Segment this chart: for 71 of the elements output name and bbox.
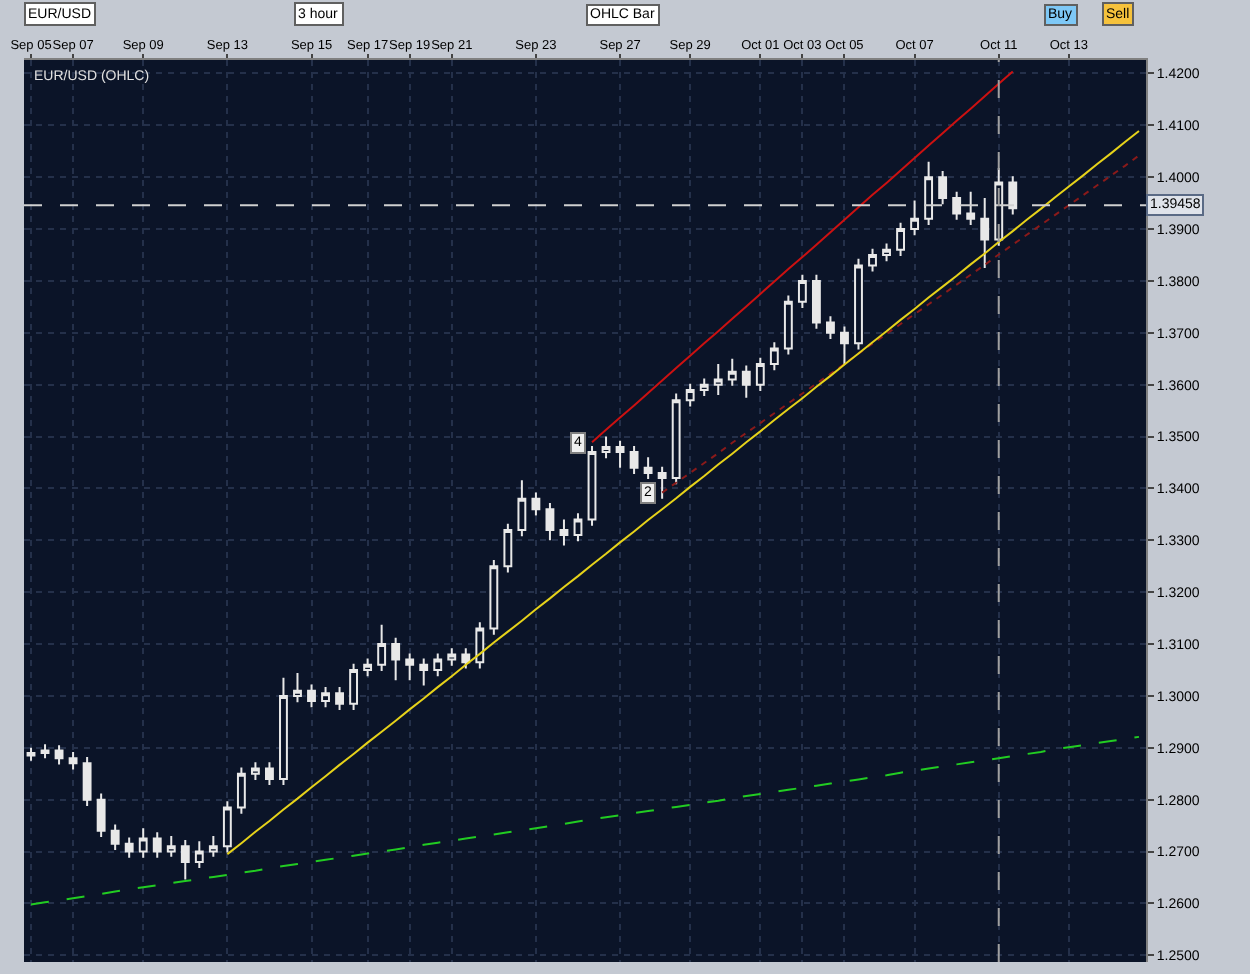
candlestick: [461, 647, 471, 670]
candlestick: [180, 839, 190, 881]
candlestick: [854, 257, 863, 351]
candlestick: [966, 190, 976, 226]
candlestick: [811, 273, 821, 330]
candlestick: [489, 559, 499, 636]
candlestick: [601, 435, 611, 460]
candlestick: [657, 465, 667, 500]
candlestick: [265, 761, 274, 787]
candlestick: [503, 522, 513, 574]
candlestick: [559, 518, 569, 547]
candlestick: [222, 800, 232, 854]
candlestick: [335, 686, 344, 711]
candlestick: [68, 750, 78, 771]
candlestick: [208, 834, 218, 858]
candlestick: [377, 623, 387, 673]
candlestick: [797, 273, 807, 309]
candlestick: [152, 831, 162, 859]
candlestick: [279, 676, 288, 787]
candlestick: [938, 170, 948, 206]
line-series: [226, 130, 1140, 856]
candlestick: [124, 836, 134, 859]
candlestick: [910, 199, 920, 237]
candlestick: [1008, 175, 1018, 216]
candlestick: [755, 356, 765, 392]
candlestick: [882, 242, 891, 263]
candlestick: [40, 743, 50, 760]
candlestick: [741, 364, 751, 399]
candlestick: [868, 247, 877, 273]
candlestick: [194, 840, 204, 870]
line-series: [30, 735, 1140, 906]
candlestick: [110, 823, 120, 851]
candlestick: [840, 325, 849, 366]
candlestick: [615, 439, 625, 469]
candlestick: [545, 501, 555, 542]
candlestick: [433, 652, 443, 678]
line-series: [661, 154, 1140, 494]
candlestick: [250, 761, 260, 781]
line-series: [591, 70, 1014, 444]
candlestick: [783, 294, 793, 356]
candlestick: [447, 647, 457, 667]
candlestick: [82, 756, 92, 807]
candlestick: [419, 657, 429, 687]
candlestick: [924, 160, 934, 226]
candlestick: [896, 221, 905, 258]
candlestick: [405, 652, 415, 682]
candlestick: [573, 512, 583, 543]
candlestick: [517, 479, 527, 538]
candlestick: [293, 672, 302, 704]
candlestick: [349, 662, 359, 711]
candlestick: [321, 686, 330, 709]
candlestick: [166, 834, 176, 858]
candlestick: [980, 196, 990, 269]
candlestick: [727, 357, 737, 387]
candlestick: [629, 444, 639, 475]
candlestick: [713, 362, 723, 397]
candlestick: [307, 683, 316, 709]
candlestick: [531, 491, 541, 517]
candlestick: [685, 382, 695, 408]
candlestick: [699, 377, 709, 398]
candlestick: [54, 744, 64, 766]
candlestick: [769, 341, 779, 372]
candlestick: [138, 827, 148, 859]
candlestick: [391, 636, 401, 682]
candlestick: [236, 766, 246, 815]
candlestick: [363, 657, 373, 678]
candlestick: [96, 792, 106, 838]
candlestick: [475, 621, 485, 670]
candlestick: [826, 315, 835, 341]
candlestick: [952, 190, 962, 221]
candlestick: [671, 392, 681, 486]
